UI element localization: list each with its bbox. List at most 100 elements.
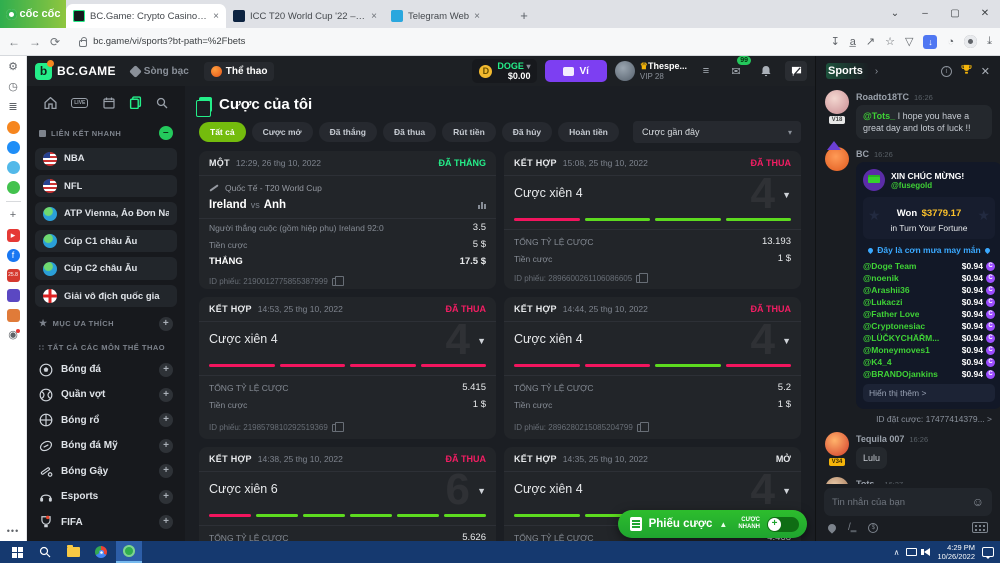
home-icon[interactable] [44, 96, 57, 109]
history-clock-icon[interactable]: ◷ [8, 81, 18, 93]
minimize-button[interactable]: – [922, 8, 928, 19]
start-button[interactable] [4, 541, 30, 563]
maximize-button[interactable]: ▢ [950, 8, 960, 19]
copy-icon[interactable] [331, 421, 344, 432]
save-page-icon[interactable]: ↧ [830, 36, 840, 48]
download-manager-icon[interactable]: ↓ [923, 34, 938, 49]
sidebar-item-soccer[interactable]: Bóng đá + [27, 357, 185, 382]
tab-icc[interactable]: ICC T20 World Cup '22 – $50 × [226, 4, 384, 28]
show-more-button[interactable]: Hiển thị thêm > [863, 384, 995, 403]
coccoc-taskbar-icon[interactable] [116, 541, 142, 563]
crown-hot-icon[interactable] [6, 121, 20, 134]
quick-bet-toggle[interactable]: + [767, 516, 799, 532]
url-field[interactable]: bc.game/vi/sports?bt-path=%2Fbets [69, 32, 822, 52]
sidebar-item-basketball[interactable]: Bóng rổ + [27, 408, 185, 433]
hidden-icons-chevron[interactable]: ∧ [893, 547, 900, 557]
coccoc-brand[interactable]: cốc cốc [0, 0, 66, 28]
avatar[interactable] [825, 90, 849, 114]
filter-refunded[interactable]: Hoàn tiền [558, 122, 619, 142]
copy-icon[interactable] [636, 272, 649, 283]
sidebar-item-national-league[interactable]: Giải vô địch quốc gia [35, 284, 177, 308]
search-icon[interactable] [156, 97, 168, 109]
close-button[interactable]: ✕ [980, 8, 990, 19]
game-center-icon[interactable] [6, 181, 20, 194]
sidebar-item-esports[interactable]: Esports + [27, 484, 185, 509]
chat-input[interactable] [832, 496, 966, 508]
pinned-site-icon[interactable] [6, 289, 20, 302]
chat-toggle-icon[interactable] [785, 61, 807, 81]
tab-close-icon[interactable]: × [371, 10, 377, 22]
copy-icon[interactable] [331, 275, 344, 286]
action-center-icon[interactable] [982, 547, 994, 559]
live-icon[interactable]: LIVE [71, 97, 89, 108]
winner-username[interactable]: @fusegold [891, 180, 933, 190]
bet-list-icon[interactable]: ≡ [702, 65, 710, 77]
filter-lost[interactable]: Đã thua [382, 122, 437, 142]
expand-button[interactable]: + [159, 387, 173, 402]
user-profile[interactable]: ♛Thespe... VIP 28 [614, 61, 687, 81]
sidebar-item-tennis[interactable]: Quần vợt + [27, 382, 185, 407]
filter-cancelled[interactable]: Đã hủy [501, 122, 553, 142]
extension-icon[interactable]: ◔ [947, 35, 955, 48]
chevron-down-icon[interactable]: ▼ [477, 486, 486, 496]
chevron-right-icon[interactable]: › [874, 65, 879, 77]
chrome-icon[interactable] [88, 541, 114, 563]
stats-icon[interactable] [478, 201, 486, 209]
sidebar-item-atp-vienna[interactable]: ATP Vienna, Áo Đơn Nam [35, 202, 177, 225]
sort-dropdown[interactable]: Cược gần đây ▾ [633, 121, 801, 143]
bet-card-combo[interactable]: KẾT HỢP 14:38, 25 thg 10, 2022 ĐÃ THUA Cượ… [199, 447, 496, 541]
calendar-tile-icon[interactable]: 25.8 [6, 269, 20, 282]
balance-selector[interactable]: D DOGE ▾ $0.00 [472, 59, 538, 83]
bet-slip-button[interactable]: Phiếu cược ▲ CƯỢC NHANH + [617, 510, 807, 538]
sidebar-item-american-football[interactable]: Bóng đá Mỹ + [27, 433, 185, 458]
collapse-quick-links-button[interactable]: – [159, 126, 173, 140]
gif-keyboard-icon[interactable] [972, 522, 988, 533]
tip-coin-icon[interactable]: $ [868, 522, 879, 533]
mail-icon[interactable]: ✉ 99 [725, 56, 751, 81]
pinned-site-icon[interactable] [6, 309, 20, 322]
expand-button[interactable]: + [159, 464, 173, 479]
copy-icon[interactable] [636, 421, 649, 432]
filter-won[interactable]: Đã thắng [318, 122, 377, 142]
chevron-down-icon[interactable]: ▼ [477, 336, 486, 346]
trophy-icon[interactable] [961, 64, 972, 78]
chevron-down-icon[interactable]: ▼ [782, 336, 791, 346]
add-favorite-button[interactable]: + [159, 316, 173, 331]
translate-icon[interactable]: a̲ [849, 35, 856, 48]
sidebar-item-cup-c2[interactable]: Cúp C2 châu Âu [35, 257, 177, 280]
rain-icon[interactable] [826, 521, 838, 534]
filter-cashout[interactable]: Rút tiền [442, 122, 496, 142]
more-options-icon[interactable]: ••• [6, 526, 20, 536]
my-bets-icon[interactable] [129, 96, 142, 109]
expand-button[interactable]: + [159, 413, 173, 428]
filter-open[interactable]: Cược mở [251, 122, 313, 142]
tab-bcgame[interactable]: BC.Game: Crypto Casino Gan × [66, 4, 226, 28]
sidebar-item-cricket[interactable]: Bóng Gậy + [27, 459, 185, 484]
browser-profile-icon[interactable] [964, 35, 978, 48]
bcgame-logo[interactable]: b BC.GAME [35, 59, 116, 80]
volume-icon[interactable] [921, 548, 931, 556]
messenger-icon[interactable] [6, 141, 20, 154]
match-row[interactable]: Ireland vs Anh [199, 196, 496, 219]
tab-search-icon[interactable]: ⌄ [890, 8, 900, 19]
bet-card-combo[interactable]: KẾT HỢP 14:44, 25 thg 10, 2022 ĐÃ THUA Cượ… [504, 297, 801, 439]
emoji-icon[interactable]: ☺ [971, 495, 984, 509]
taskbar-clock[interactable]: 4:29 PM 10/26/2022 [937, 542, 975, 561]
expand-button[interactable]: + [159, 438, 173, 453]
network-icon[interactable] [906, 548, 918, 556]
chevron-down-icon[interactable]: ▼ [782, 190, 791, 200]
wallet-button[interactable]: Ví [545, 60, 607, 82]
chevron-down-icon[interactable]: ▼ [782, 486, 791, 496]
sidebar-item-nfl[interactable]: NFL [35, 174, 177, 198]
youtube-icon[interactable]: ▸ [6, 229, 20, 242]
notifications-bell-icon[interactable] [755, 61, 777, 81]
settings-gear-icon[interactable]: ⚙ [8, 61, 18, 73]
adblock-shield-icon[interactable]: ▽ [905, 36, 914, 48]
share-icon[interactable]: ↗ [865, 36, 876, 48]
sidebar-item-nba[interactable]: NBA [35, 147, 177, 170]
expand-button[interactable]: + [159, 489, 173, 504]
close-chat-icon[interactable]: ✕ [980, 65, 990, 78]
facebook-icon[interactable]: f [6, 249, 20, 262]
downloads-icon[interactable]: ⤓ [987, 35, 992, 47]
social-feed-icon[interactable] [6, 161, 20, 174]
